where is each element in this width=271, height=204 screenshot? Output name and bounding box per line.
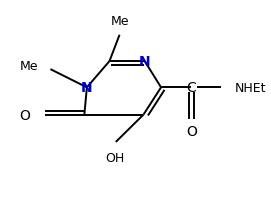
Text: O: O bbox=[20, 108, 30, 122]
Text: O: O bbox=[186, 124, 197, 138]
Text: Me: Me bbox=[19, 59, 38, 72]
Text: N: N bbox=[139, 55, 150, 69]
Text: Me: Me bbox=[110, 15, 129, 28]
Text: C: C bbox=[186, 81, 196, 95]
Text: OH: OH bbox=[105, 151, 124, 164]
Text: NHEt: NHEt bbox=[235, 81, 267, 94]
Text: N: N bbox=[81, 81, 93, 95]
